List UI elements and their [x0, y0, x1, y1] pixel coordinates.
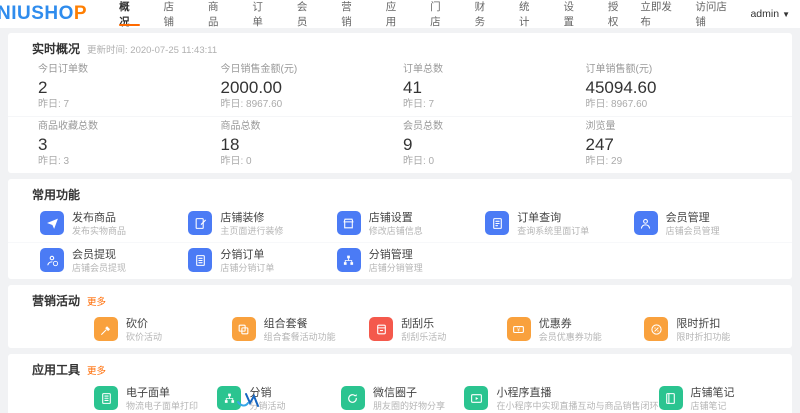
func-item-member-withdraw[interactable]: 会员提现 店铺会员提现: [40, 248, 188, 274]
main-menu: 概况 店铺 商品 订单 会员 营销 应用 门店 财务 统计 设置 授权: [107, 0, 640, 28]
top-navbar: NIUSHOP 概况 店铺 商品 订单 会员 营销 应用 门店 财务 统计 设置…: [0, 0, 800, 28]
chevron-down-icon: ▼: [782, 9, 790, 19]
tool-item-miniprogram-live[interactable]: 小程序直播 在小程序中实现直播互动与商品销售闭环: [464, 386, 659, 412]
decorate-icon: [188, 211, 213, 235]
publish-now-link[interactable]: 立即发布: [640, 1, 672, 28]
distribution-org-icon: [217, 386, 242, 410]
marketing-item-discount[interactable]: 限时折扣 限时折扣功能: [644, 317, 782, 343]
tool-item-distribution[interactable]: 分销 分销活动: [217, 386, 341, 412]
application-tools-card: 应用工具 更多 电子面单 物流电子面单打印 分销 分销活动 微信圈子 朋友圈的好物分享…: [8, 354, 792, 413]
common-functions-row-2: 会员提现 店铺会员提现 分销订单 店铺分销订单 分销管理 店铺分销管理: [8, 242, 792, 279]
common-functions-title: 常用功能: [32, 188, 81, 202]
stat-goods-favorites: 商品收藏总数 3 昨日: 3: [38, 121, 98, 167]
tool-item-shop-notes[interactable]: 店铺笔记 店铺笔记: [658, 386, 783, 412]
marketing-item-combo[interactable]: 组合套餐 组合套餐活动功能: [231, 317, 370, 343]
menu-item-apps[interactable]: 应用: [385, 1, 397, 28]
common-functions-row-1: 发布商品 发布实物商品 店铺装修 主页面进行装修 店铺设置 修改店铺信息 订单查询 查询…: [8, 206, 792, 242]
main-content: 实时概况 更新时间: 2020-07-25 11:43:11 今日订单数 2 昨…: [0, 28, 800, 413]
menu-item-settings[interactable]: 设置: [563, 1, 574, 28]
watermark-icon: [236, 392, 262, 413]
menu-item-orders[interactable]: 订单: [252, 1, 263, 28]
coupon-icon: ¥: [506, 317, 531, 341]
username: admin: [750, 8, 780, 20]
stat-total-goods: 商品总数 18 昨日: 0: [220, 121, 261, 167]
marketing-item-coupon[interactable]: ¥ 优惠券 会员优惠券功能: [506, 317, 645, 343]
paper-plane-icon: [40, 211, 64, 235]
menu-item-stores[interactable]: 门店: [430, 1, 441, 28]
menu-item-statistics[interactable]: 统计: [519, 1, 530, 28]
menu-item-finance[interactable]: 财务: [474, 1, 486, 28]
stat-total-orders: 订单总数 41 昨日: 7: [403, 64, 443, 110]
tool-item-wechat-circle[interactable]: 微信圈子 朋友圈的好物分享: [340, 386, 465, 412]
combo-package-icon: [231, 317, 256, 341]
menu-item-license[interactable]: 授权: [607, 1, 619, 28]
stats-row-1: 今日订单数 2 昨日: 7 今日销售金额(元) 2000.00 昨日: 8967…: [8, 60, 792, 116]
menu-item-overview[interactable]: 概况: [107, 0, 151, 28]
tool-item-e-waybill[interactable]: 电子面单 物流电子面单打印: [94, 386, 217, 412]
menu-item-goods[interactable]: 商品: [207, 1, 219, 28]
tools-row: 电子面单 物流电子面单打印 分销 分销活动 微信圈子 朋友圈的好物分享 小程序直播 在小…: [8, 381, 792, 413]
tools-title: 应用工具: [32, 363, 81, 377]
stat-today-sales: 今日销售金额(元) 2000.00 昨日: 8967.60: [220, 64, 298, 110]
stat-total-members: 会员总数 9 昨日: 0: [403, 121, 443, 167]
func-item-distribution-orders[interactable]: 分销订单 店铺分销订单: [188, 248, 336, 274]
scratch-card-icon: [369, 317, 394, 341]
stat-today-orders: 今日订单数 2 昨日: 7: [38, 64, 88, 110]
marketing-item-bargain[interactable]: 砍价 砍价活动: [94, 317, 232, 343]
storefront-icon: [336, 211, 361, 235]
menu-item-marketing[interactable]: 营销: [341, 1, 352, 28]
common-functions-card: 常用功能 发布商品 发布实物商品 店铺装修 主页面进行装修 店铺设置 修改店铺信息 订…: [8, 179, 792, 279]
marketing-title: 营销活动: [32, 294, 81, 308]
member-icon: [633, 211, 658, 235]
func-item-publish-goods[interactable]: 发布商品 发布实物商品: [40, 211, 188, 237]
member-withdraw-icon: [40, 248, 64, 272]
stat-page-views: 浏览量 247 昨日: 29: [585, 121, 623, 167]
func-item-shop-settings[interactable]: 店铺设置 修改店铺信息: [336, 211, 485, 237]
realtime-overview-card: 实时概况 更新时间: 2020-07-25 11:43:11 今日订单数 2 昨…: [8, 33, 792, 173]
stats-row-2: 商品收藏总数 3 昨日: 3 商品总数 18 昨日: 0 会员总数 9 昨日: …: [8, 116, 792, 173]
live-play-icon: [464, 386, 489, 410]
bargain-axe-icon: [94, 317, 118, 341]
org-chart-icon: [336, 248, 361, 272]
marketing-more-link[interactable]: 更多: [87, 297, 107, 308]
marketing-activities-card: 营销活动 更多 砍价 砍价活动 组合套餐 组合套餐活动功能 刮刮乐 刮刮乐活动 ¥ 优…: [8, 285, 792, 348]
tools-more-link[interactable]: 更多: [87, 366, 107, 377]
realtime-title: 实时概况: [32, 42, 81, 56]
func-item-member-manage[interactable]: 会员管理 店铺会员管理: [633, 211, 782, 237]
navbar-right: 立即发布 访问店铺 admin ▼: [640, 0, 790, 29]
order-search-icon: [485, 211, 510, 235]
wechat-circle-icon: [340, 386, 365, 410]
visit-shop-link[interactable]: 访问店铺: [695, 1, 727, 28]
stat-total-sales: 订单销售额(元) 45094.60 昨日: 8967.60: [585, 64, 657, 110]
func-item-distribution-manage[interactable]: 分销管理 店铺分销管理: [336, 248, 485, 274]
func-item-shop-decorate[interactable]: 店铺装修 主页面进行装修: [188, 211, 336, 237]
discount-percent-icon: [644, 317, 669, 341]
menu-item-members[interactable]: 会员: [296, 1, 308, 28]
e-waybill-icon: [94, 386, 118, 410]
func-item-order-query[interactable]: 订单查询 查询系统里面订单: [485, 211, 633, 237]
user-menu[interactable]: admin ▼: [750, 8, 790, 20]
distribution-order-icon: [188, 248, 213, 272]
marketing-item-scratch[interactable]: 刮刮乐 刮刮乐活动: [369, 317, 507, 343]
notebook-icon: [658, 386, 683, 410]
marketing-row: 砍价 砍价活动 组合套餐 组合套餐活动功能 刮刮乐 刮刮乐活动 ¥ 优惠券 会员优惠券功…: [8, 312, 792, 348]
svg-text:¥: ¥: [517, 327, 520, 333]
menu-item-shop[interactable]: 店铺: [163, 1, 175, 28]
update-time: 更新时间: 2020-07-25 11:43:11: [87, 45, 218, 56]
niushop-logo: NIUSHOP: [0, 3, 88, 24]
